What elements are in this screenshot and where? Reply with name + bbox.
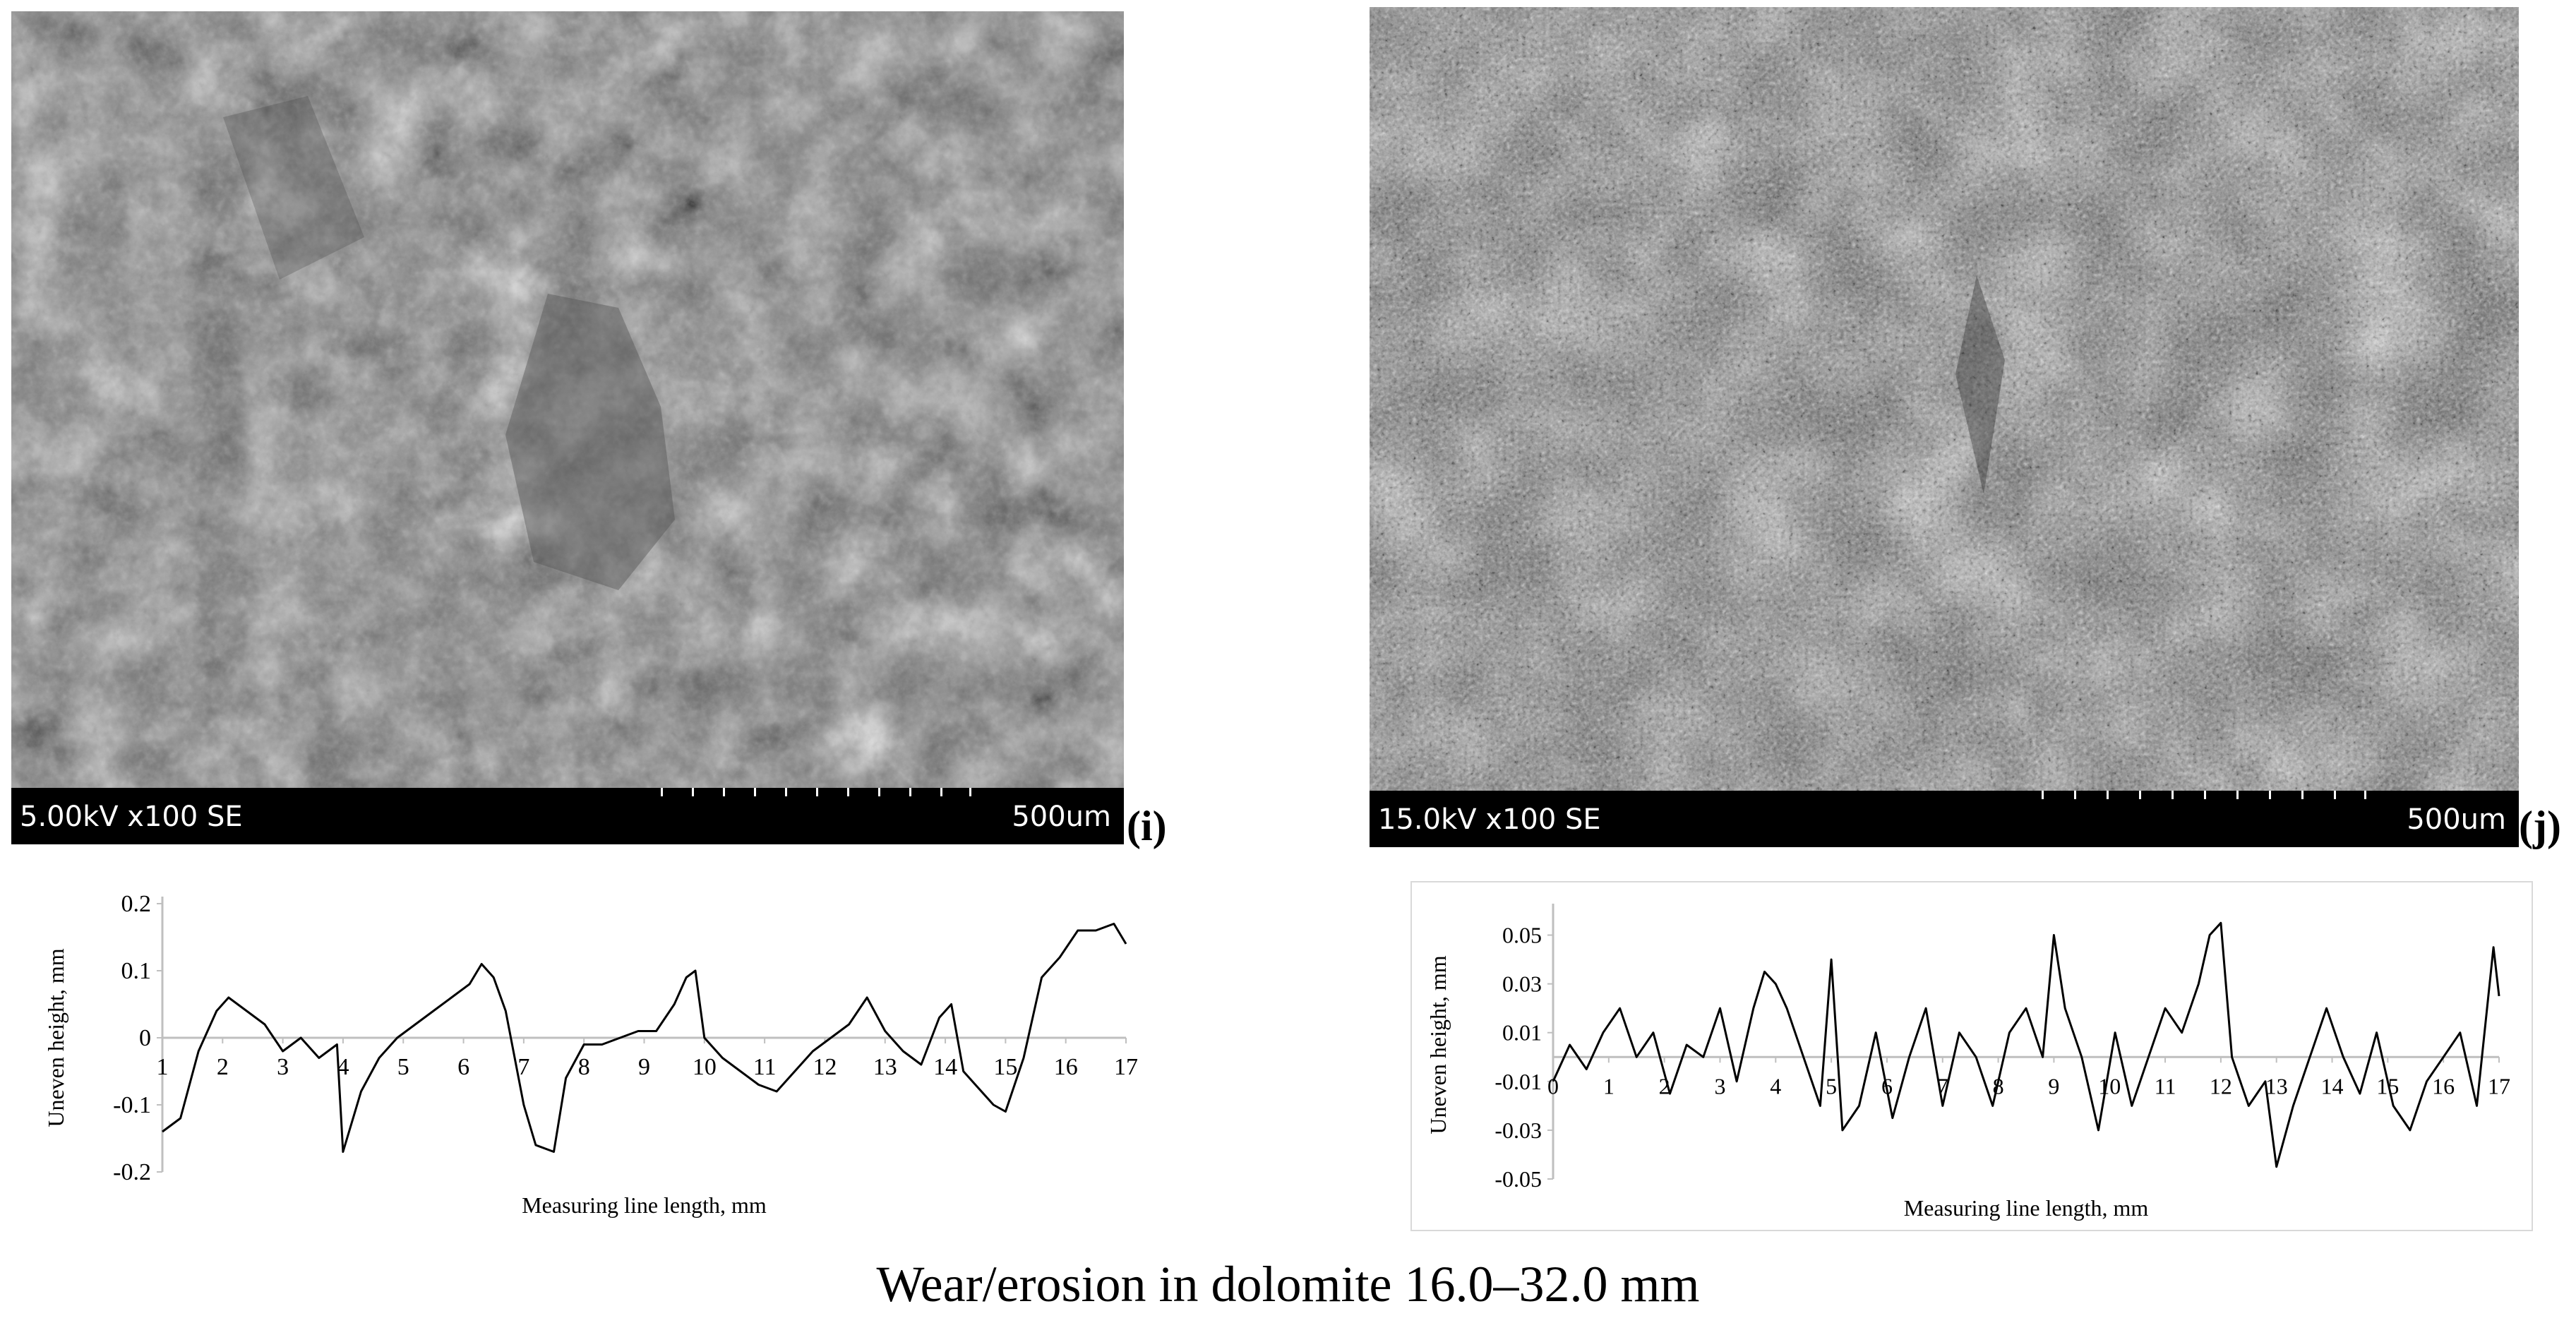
panel-label-j: (j) [2519, 803, 2561, 849]
x-tick-label-i: 15 [993, 1054, 1017, 1080]
sem-scale-i: 500um [1012, 801, 1111, 833]
x-tick-label-i: 5 [397, 1054, 409, 1080]
sem-info-bar-j: 15.0kV x100 SE 500um [1370, 791, 2519, 847]
panel-label-i: (i) [1127, 803, 1167, 849]
x-tick-label-j: 17 [2488, 1073, 2510, 1098]
chart-i: -0.2 -0.1 0 0.1 0.2 1 2 3 4 5 6 7 8 9 10 11 12 13 14 15 16 17… [28, 875, 1172, 1228]
sem-image-j: 15.0kV x100 SE 500um [1370, 7, 2519, 847]
sem-scale-ticks-i [661, 788, 971, 798]
x-tick-label-j: 10 [2098, 1073, 2121, 1098]
figure-caption: Wear/erosion in dolomite 16.0–32.0 mm [876, 1256, 1700, 1312]
y-tick-label-j: -0.03 [1494, 1118, 1542, 1143]
sem-image-i: 5.00kV x100 SE 500um [11, 11, 1124, 844]
sem-texture-j [1370, 7, 2519, 791]
x-tick-label-i: 6 [457, 1054, 469, 1080]
x-tick-label-i: 7 [517, 1054, 529, 1080]
x-axis-label-i: Measuring line length, mm [522, 1192, 767, 1218]
x-tick-label-i: 10 [693, 1054, 717, 1080]
x-tick-label-j: 11 [2155, 1073, 2176, 1098]
x-tick-label-j: 13 [2265, 1073, 2288, 1098]
x-tick-label-i: 4 [337, 1054, 349, 1080]
x-tick-label-i: 11 [753, 1054, 777, 1080]
x-tick-label-i: 12 [813, 1054, 837, 1080]
x-tick-label-i: 3 [277, 1054, 289, 1080]
y-tick-label-i: 0.2 [121, 891, 152, 917]
y-tick-label-i: 0.1 [121, 958, 152, 984]
y-tick-label-i: -0.1 [113, 1092, 151, 1118]
x-tick-label-i: 14 [933, 1054, 957, 1080]
x-tick-label-i: 2 [217, 1054, 229, 1080]
x-tick-label-i: 1 [157, 1054, 169, 1080]
x-tick-label-j: 3 [1714, 1073, 1725, 1098]
x-tick-label-i: 8 [578, 1054, 590, 1080]
sem-params-i: 5.00kV x100 SE [20, 801, 243, 833]
x-tick-label-j: 12 [2210, 1073, 2232, 1098]
x-tick-label-j: 5 [1826, 1073, 1837, 1098]
x-tick-label-j: 0 [1547, 1073, 1559, 1098]
chart-svg-j: -0.05-0.03-0.010.010.030.050 1 2 3 4 5 6 7 8 9 10 1… [1425, 904, 2510, 1221]
x-tick-label-i: 17 [1114, 1054, 1138, 1080]
y-tick-label-j: 0.01 [1502, 1020, 1542, 1046]
x-tick-label-j: 2 [1659, 1073, 1670, 1098]
y-tick-label-j: 0.03 [1502, 971, 1542, 997]
x-tick-label-j: 16 [2432, 1073, 2455, 1098]
y-tick-label-i: 0 [139, 1025, 151, 1051]
sem-scale-j: 500um [2407, 803, 2506, 836]
x-tick-label-j: 1 [1603, 1073, 1615, 1098]
sem-scale-ticks-j [2042, 791, 2366, 801]
x-tick-label-j: 4 [1770, 1073, 1781, 1098]
chart-j: -0.05 -0.03 -0.01 0.01 0.03 0.05 0 1 2 3 4 5 6 7 8 9 10 1… [1412, 882, 2530, 1228]
chart-svg-i: -0.2-0.100.10.21 2 3 4 5 6 7 8 9 10 11 12 13 14 15 16 17… [43, 891, 1138, 1218]
profile-line-i [162, 923, 1127, 1153]
sem-info-bar-i: 5.00kV x100 SE 500um [11, 788, 1124, 844]
y-axis-label-i: Uneven height, mm [43, 948, 68, 1127]
sem-texture-i [11, 11, 1124, 788]
y-tick-label-j: -0.01 [1494, 1069, 1542, 1094]
sem-params-j: 15.0kV x100 SE [1378, 803, 1601, 836]
profile-line-j [1552, 921, 2500, 1168]
y-tick-label-j: -0.05 [1494, 1166, 1542, 1192]
x-tick-label-i: 13 [873, 1054, 897, 1080]
y-tick-label-i: -0.2 [113, 1159, 151, 1185]
x-tick-label-i: 16 [1054, 1054, 1078, 1080]
x-tick-label-i: 9 [638, 1054, 650, 1080]
x-tick-label-j: 14 [2321, 1073, 2344, 1098]
y-axis-label-j: Uneven height, mm [1425, 955, 1451, 1134]
y-tick-label-j: 0.05 [1502, 923, 1542, 948]
x-tick-label-j: 9 [2048, 1073, 2059, 1098]
x-axis-label-j: Measuring line length, mm [1904, 1195, 2149, 1221]
